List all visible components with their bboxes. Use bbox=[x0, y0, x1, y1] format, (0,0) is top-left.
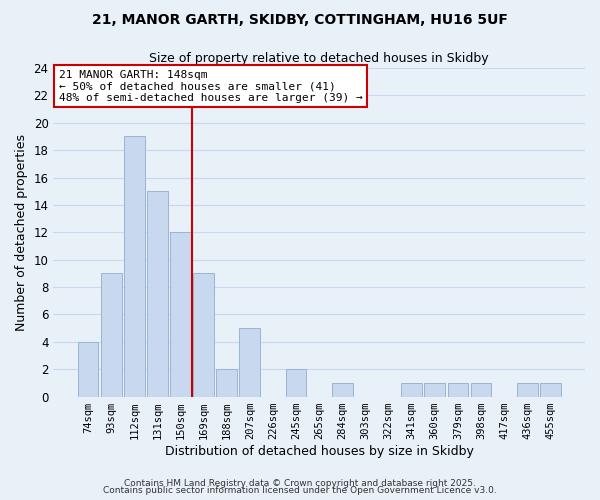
Bar bbox=[517, 383, 538, 396]
Bar bbox=[424, 383, 445, 396]
Bar bbox=[448, 383, 469, 396]
Bar bbox=[147, 192, 168, 396]
Bar bbox=[77, 342, 98, 396]
Bar bbox=[239, 328, 260, 396]
Bar bbox=[170, 232, 191, 396]
Text: Contains public sector information licensed under the Open Government Licence v3: Contains public sector information licen… bbox=[103, 486, 497, 495]
Bar bbox=[286, 369, 307, 396]
Bar bbox=[540, 383, 561, 396]
Title: Size of property relative to detached houses in Skidby: Size of property relative to detached ho… bbox=[149, 52, 489, 66]
Bar bbox=[401, 383, 422, 396]
X-axis label: Distribution of detached houses by size in Skidby: Distribution of detached houses by size … bbox=[165, 444, 473, 458]
Y-axis label: Number of detached properties: Number of detached properties bbox=[15, 134, 28, 331]
Bar bbox=[332, 383, 353, 396]
Text: Contains HM Land Registry data © Crown copyright and database right 2025.: Contains HM Land Registry data © Crown c… bbox=[124, 478, 476, 488]
Bar bbox=[101, 274, 122, 396]
Text: 21, MANOR GARTH, SKIDBY, COTTINGHAM, HU16 5UF: 21, MANOR GARTH, SKIDBY, COTTINGHAM, HU1… bbox=[92, 12, 508, 26]
Bar bbox=[124, 136, 145, 396]
Bar bbox=[217, 369, 237, 396]
Bar bbox=[193, 274, 214, 396]
Text: 21 MANOR GARTH: 148sqm
← 50% of detached houses are smaller (41)
48% of semi-det: 21 MANOR GARTH: 148sqm ← 50% of detached… bbox=[59, 70, 362, 103]
Bar bbox=[470, 383, 491, 396]
